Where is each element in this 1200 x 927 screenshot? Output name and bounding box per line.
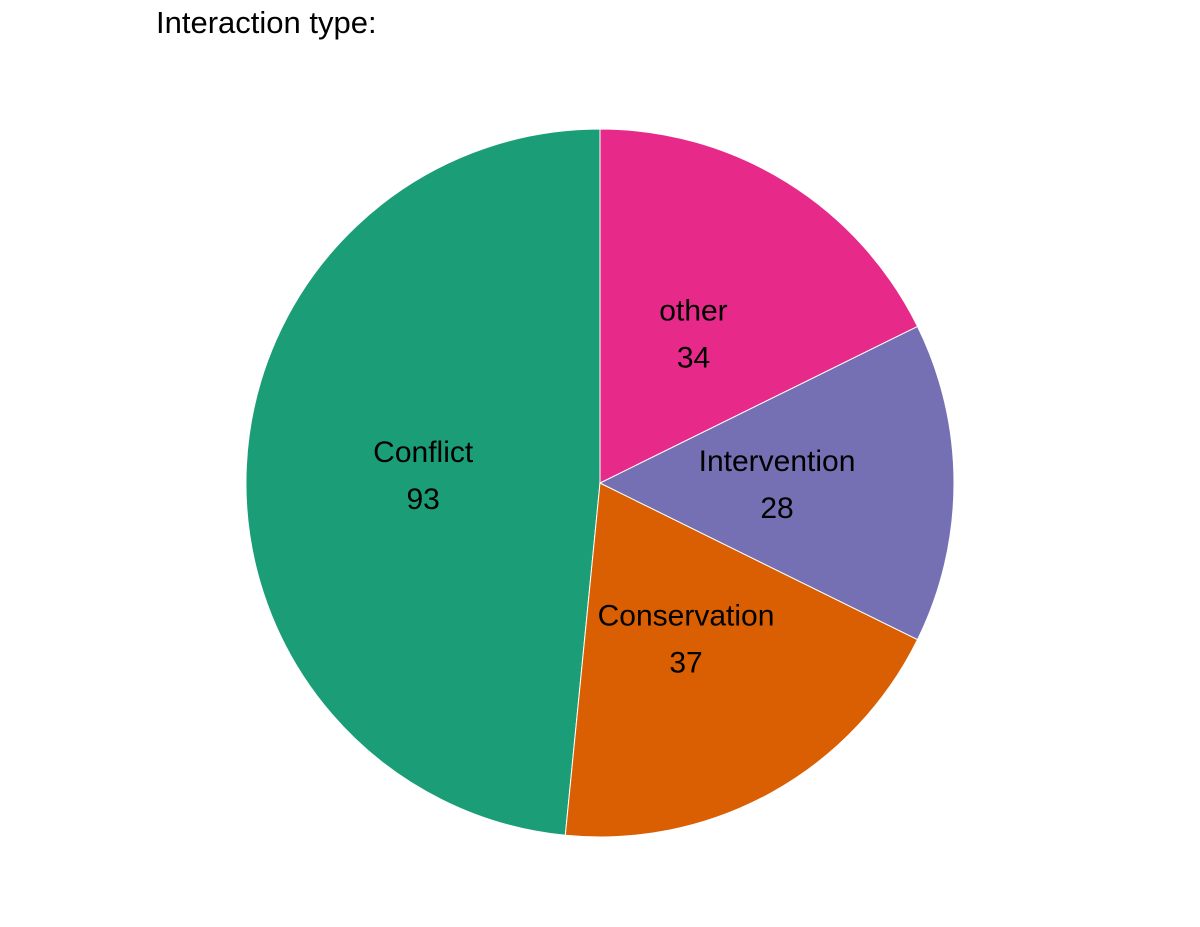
pie-slice-conservation (564, 482, 919, 838)
pie-slice-conflict (245, 128, 601, 836)
slice-label-conflict: Conflict (373, 436, 474, 469)
slice-value-intervention: 28 (760, 492, 793, 525)
slice-label-conservation: Conservation (598, 600, 775, 633)
slice-value-conservation: 37 (669, 647, 702, 680)
slice-label-intervention: Intervention (699, 445, 856, 478)
slice-value-other: 34 (677, 342, 710, 375)
chart-title: Interaction type: (156, 5, 377, 40)
slice-label-other: other (659, 295, 727, 328)
slice-value-conflict: 93 (407, 483, 440, 516)
pie-slice-other (599, 128, 919, 484)
pie-slice-intervention (598, 325, 955, 641)
